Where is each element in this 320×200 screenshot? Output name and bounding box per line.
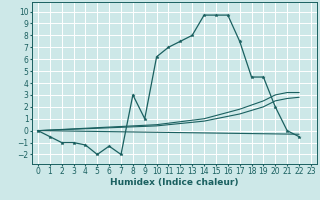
X-axis label: Humidex (Indice chaleur): Humidex (Indice chaleur) [110, 178, 239, 187]
